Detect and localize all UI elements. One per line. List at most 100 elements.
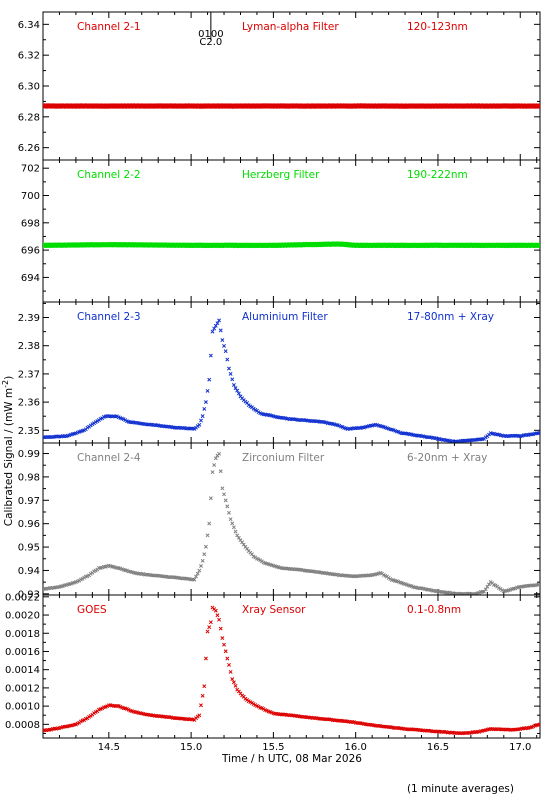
y-tick-label: 0.0010 — [5, 702, 40, 713]
averaging-note: (1 minute averages) — [407, 783, 514, 795]
y-tick-label: 2.36 — [18, 398, 40, 409]
data-point — [205, 629, 210, 634]
data-point — [231, 680, 236, 685]
data-point — [228, 517, 233, 522]
series-3-points — [43, 318, 540, 443]
y-tick-label: 2.35 — [18, 426, 40, 437]
data-point — [212, 326, 217, 331]
data-point — [231, 525, 236, 530]
data-point — [197, 713, 202, 718]
data-point — [217, 451, 222, 456]
series-4-points — [43, 451, 540, 595]
y-tick-label: 2.37 — [18, 369, 40, 380]
data-point — [223, 649, 228, 654]
data-point — [199, 703, 203, 708]
y-tick-label: 0.95 — [18, 543, 40, 554]
y-tick-label: 700 — [21, 191, 40, 202]
data-point — [223, 498, 228, 503]
data-point — [222, 642, 226, 647]
channel-name-label: Channel 2-3 — [77, 311, 141, 323]
data-point — [208, 496, 213, 501]
data-point — [192, 577, 197, 582]
panel-frame — [42, 594, 541, 739]
data-point — [215, 321, 220, 326]
filter-name-label: Aluminium Filter — [242, 311, 328, 323]
data-point — [220, 486, 225, 491]
data-point — [222, 492, 226, 497]
filter-name-label: Xray Sensor — [242, 604, 306, 616]
data-point — [200, 558, 205, 563]
y-tick-label: 698 — [21, 218, 40, 229]
panel-5: 0.0008 0.0010 0.0012 0.0014 0.0016 0.0018 0.00… — [5, 592, 541, 739]
data-point — [218, 328, 223, 333]
channel-name-label: Channel 2-1 — [77, 21, 141, 33]
data-point — [230, 677, 235, 682]
y-axis-title: Calibrated Signal / (mW m-2) — [1, 376, 15, 526]
y-tick-label: 694 — [21, 273, 40, 284]
data-point — [203, 544, 208, 549]
flare-marker-time-label: 0100 — [198, 29, 223, 40]
data-point — [487, 582, 491, 587]
y-axis-title-main: Calibrated Signal / (mW m — [3, 388, 15, 526]
x-tick-label: 16.0 — [345, 742, 367, 753]
data-point — [220, 338, 225, 343]
y-tick-label: 0.96 — [18, 519, 40, 530]
data-point — [231, 383, 236, 387]
data-point — [228, 669, 233, 674]
y-tick-label: 2.39 — [18, 313, 40, 324]
channel-name-label: GOES — [77, 604, 107, 616]
data-point — [210, 329, 215, 334]
y-tick-label: 0.97 — [18, 496, 40, 507]
data-point — [227, 366, 231, 371]
panels-layer: 6.26 6.28 6.30 6.32 6.34 Channel 2-1 Lyman-alp… — [5, 11, 541, 739]
data-point — [197, 568, 202, 573]
x-tick-label: 17.0 — [509, 742, 531, 753]
data-point — [225, 504, 230, 509]
filter-name-label: Lyman-alpha Filter — [242, 21, 339, 33]
data-point — [200, 414, 205, 419]
data-point — [202, 406, 207, 411]
data-point — [195, 571, 200, 576]
series-1-points — [43, 103, 540, 109]
data-point — [233, 386, 238, 391]
data-point — [205, 533, 210, 538]
data-point — [203, 400, 208, 405]
data-point — [225, 656, 230, 661]
panel-2: 694 696 698 700 702 Channel 2-2 Herzberg Filte… — [21, 159, 541, 303]
y-tick-label: 6.34 — [18, 20, 40, 31]
data-point — [207, 521, 212, 526]
data-point — [217, 617, 222, 622]
x-tick-label: 15.5 — [262, 742, 284, 753]
data-point — [194, 574, 199, 579]
data-point — [215, 613, 220, 618]
data-point — [536, 242, 540, 248]
data-point — [213, 608, 218, 613]
filter-name-label: Herzberg Filter — [242, 169, 320, 181]
data-point — [538, 430, 540, 435]
data-point — [218, 469, 223, 474]
band-label: 120-123nm — [407, 21, 468, 33]
data-point — [483, 587, 488, 592]
panel-4: 0.93 0.94 0.95 0.96 0.97 0.98 0.99 Channel 2-4 Z… — [18, 442, 541, 600]
panel-frame — [42, 301, 541, 444]
panel-3: 2.35 2.36 2.37 2.38 2.39 Channel 2-3 Aluminium… — [18, 301, 541, 444]
y-tick-label: 0.93 — [18, 589, 40, 600]
data-point — [222, 343, 226, 348]
x-tick-label: 14.5 — [98, 742, 120, 753]
data-point — [233, 683, 238, 688]
data-point — [200, 693, 205, 698]
data-point — [227, 510, 231, 515]
data-point — [538, 722, 540, 727]
band-label: 6-20nm + Xray — [407, 452, 487, 464]
series-5-points — [43, 605, 540, 736]
filter-name-label: Zirconium Filter — [242, 452, 325, 464]
x-axis-tick-labels: 14.5 15.0 15.5 16.0 16.5 17.0 — [98, 742, 532, 753]
y-tick-label: 2.38 — [18, 341, 40, 352]
data-point — [207, 625, 212, 630]
series-2-points — [43, 241, 540, 249]
y-tick-label: 0.94 — [18, 566, 40, 577]
y-tick-label: 0.0014 — [5, 665, 40, 676]
data-point — [199, 418, 203, 423]
y-tick-label: 0.0022 — [5, 592, 40, 603]
y-tick-label: 6.32 — [18, 51, 40, 62]
